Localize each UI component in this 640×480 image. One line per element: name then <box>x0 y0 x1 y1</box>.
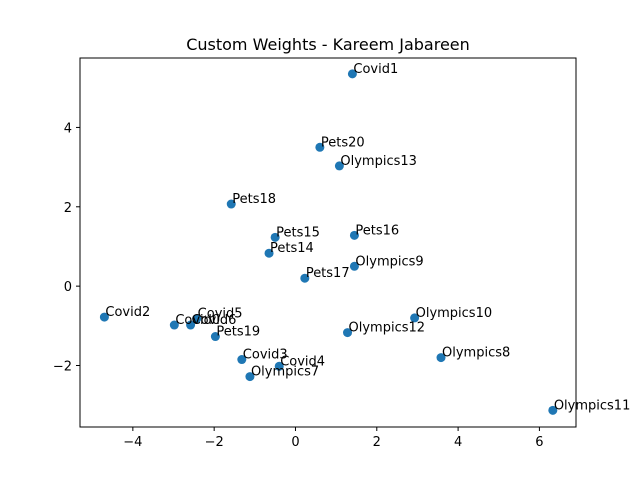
data-point <box>237 355 247 365</box>
point-label: Covid1 <box>353 62 398 77</box>
data-points <box>99 69 558 415</box>
data-point <box>343 328 353 338</box>
point-labels: Covid1 Pets20 Olympics13 Pets18 Pets15 Pets16… <box>105 62 630 413</box>
data-point <box>264 248 274 258</box>
data-point <box>186 320 196 330</box>
y-tick-label: 4 <box>64 121 72 136</box>
data-point <box>349 230 359 240</box>
data-point <box>245 372 255 382</box>
point-label: Pets18 <box>232 192 276 207</box>
data-point <box>169 320 179 330</box>
x-tick-label: 2 <box>373 435 381 450</box>
data-point <box>192 314 202 324</box>
point-label: Covid3 <box>243 348 288 363</box>
point-label: Covid6 <box>192 313 237 328</box>
point-label: Olympics8 <box>442 346 510 361</box>
data-point <box>300 273 310 283</box>
data-point <box>436 353 446 363</box>
plot-area <box>79 57 577 428</box>
point-label: Covid0 <box>175 313 220 328</box>
x-tick-label: −4 <box>123 435 142 450</box>
x-tick-label: 4 <box>454 435 462 450</box>
data-point <box>548 405 558 415</box>
data-point <box>270 232 280 242</box>
point-label: Pets19 <box>216 325 260 340</box>
data-point <box>347 69 357 79</box>
point-label: Pets15 <box>276 225 320 240</box>
point-label: Olympics13 <box>340 154 417 169</box>
y-axis: −2 0 2 4 <box>53 121 80 375</box>
data-point <box>349 261 359 271</box>
point-label: Covid2 <box>105 305 150 320</box>
data-point <box>226 199 236 209</box>
point-label: Olympics10 <box>416 306 493 321</box>
data-point <box>210 332 220 342</box>
point-label: Pets16 <box>355 223 399 238</box>
data-point <box>410 313 420 323</box>
x-tick-label: 6 <box>535 435 543 450</box>
y-tick-label: 0 <box>64 280 72 295</box>
x-tick-label: 0 <box>291 435 299 450</box>
data-point <box>274 361 284 371</box>
point-label: Covid4 <box>280 354 325 369</box>
y-tick-label: 2 <box>64 201 72 216</box>
point-label: Covid5 <box>198 307 243 322</box>
point-label: Olympics9 <box>355 254 423 269</box>
chart-title: Custom Weights - Kareem Jabareen <box>186 35 470 54</box>
point-label: Olympics11 <box>554 398 631 413</box>
point-label: Pets17 <box>306 266 350 281</box>
x-tick-label: −2 <box>205 435 224 450</box>
data-point <box>99 312 109 322</box>
data-point <box>334 161 344 171</box>
point-label: Olympics12 <box>349 321 426 336</box>
y-tick-label: −2 <box>53 360 72 375</box>
point-label: Olympics7 <box>251 365 319 380</box>
point-label: Pets14 <box>270 241 314 256</box>
point-label: Pets20 <box>321 135 365 150</box>
x-axis: −4 −2 0 2 4 6 <box>123 427 544 450</box>
data-point <box>315 142 325 152</box>
